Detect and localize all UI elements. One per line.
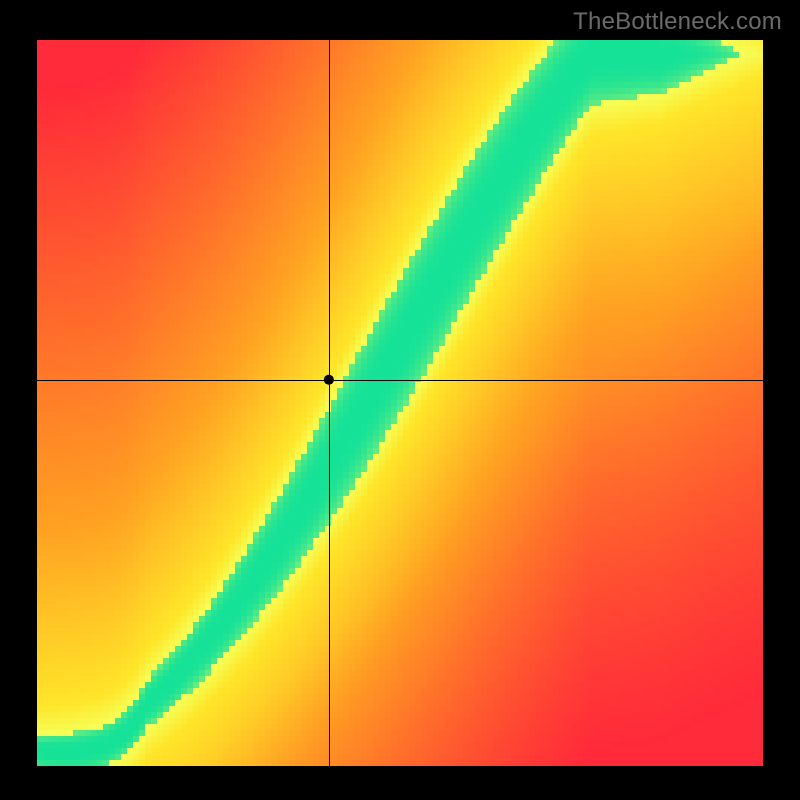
watermark-text: TheBottleneck.com (573, 8, 782, 36)
chart-frame: TheBottleneck.com (0, 0, 800, 800)
heatmap-plot (37, 40, 763, 766)
crosshair-overlay (37, 40, 763, 766)
